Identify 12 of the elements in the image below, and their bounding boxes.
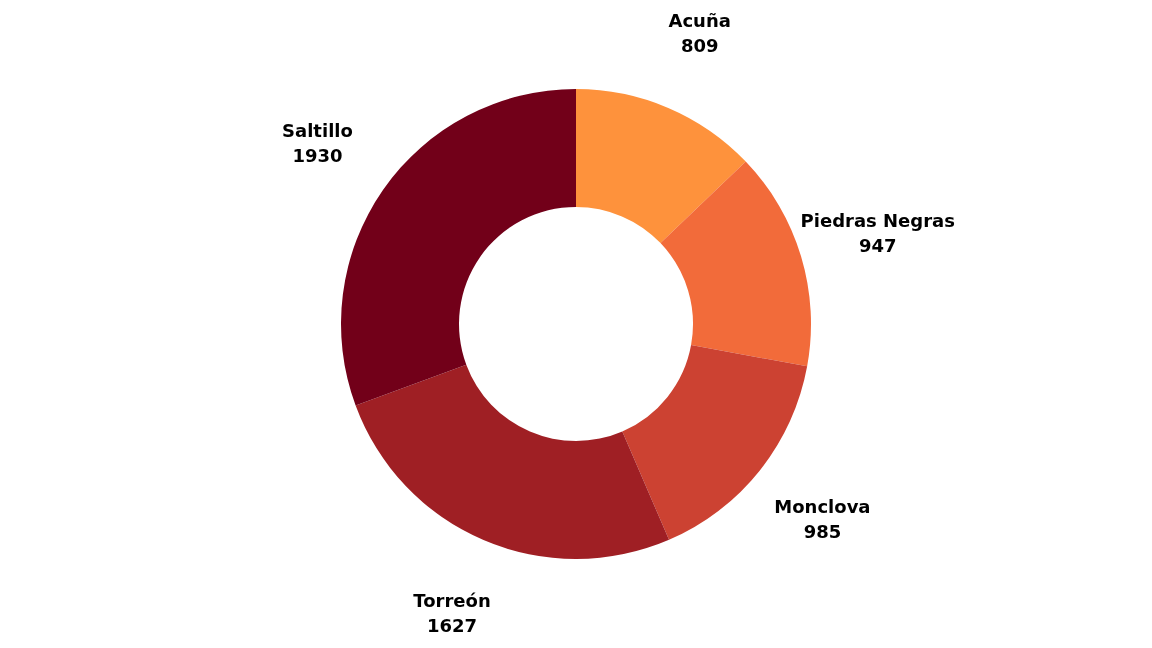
donut-slice xyxy=(576,89,746,244)
donut-slice xyxy=(355,364,670,559)
slice-label: Saltillo xyxy=(282,120,353,142)
slice-label: Acuña xyxy=(668,10,731,32)
slice-label: Torreón xyxy=(413,589,491,611)
data-label: 985 xyxy=(803,521,842,543)
data-label: 1627 xyxy=(426,614,478,636)
data-label: 1930 xyxy=(292,145,343,167)
slice-label: Piedras Negras xyxy=(800,209,955,231)
slice-label: Monclova xyxy=(774,496,871,518)
data-label: 809 xyxy=(680,35,719,57)
data-label: 947 xyxy=(858,234,897,256)
